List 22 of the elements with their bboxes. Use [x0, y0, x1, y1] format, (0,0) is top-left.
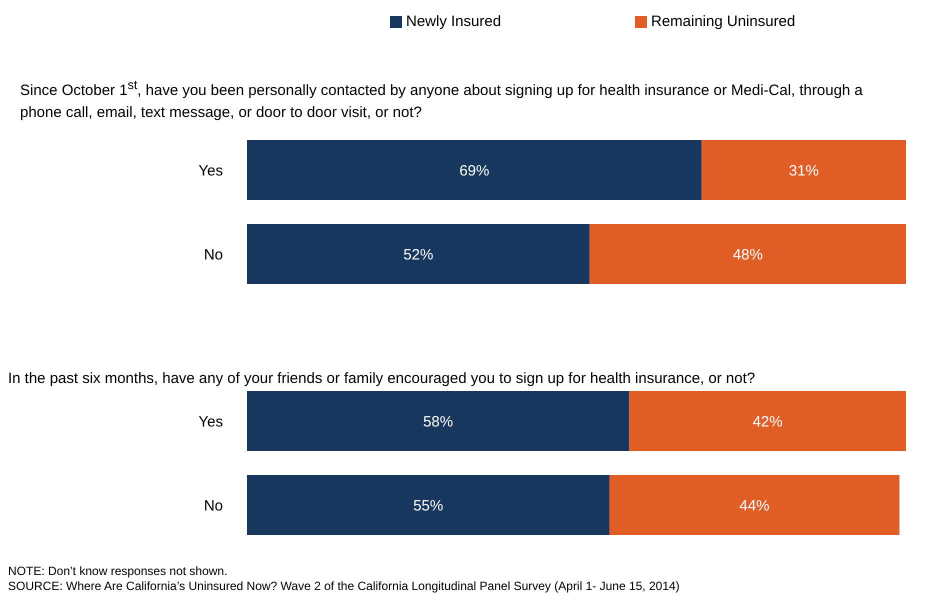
- y-tick-label: Yes: [198, 162, 223, 180]
- chart-title: In the past six months, have any of your friends or family encouraged you to sign up for health insurance, or not?: [8, 369, 756, 389]
- data-label: 48%: [732, 246, 763, 264]
- data-label: 69%: [459, 162, 490, 180]
- bar: [247, 475, 610, 535]
- legend-label: Newly Insured: [406, 13, 502, 30]
- data-label: 55%: [413, 497, 444, 514]
- legend-label: Remaining Uninsured: [651, 13, 796, 30]
- chart-title: Since October 1$^{st}$, have you been personally contacted by anyone about signing up for health insurance or Medi-Cal, through a phone call, email, text message, or door to door visit, or not?: [20, 77, 864, 123]
- text: NOTE: Don’t know responses not shown.: [8, 564, 228, 579]
- y-tick-label: No: [204, 246, 223, 264]
- data-label: 52%: [403, 246, 434, 264]
- bar: [629, 391, 906, 451]
- source-note: SOURCE: Where Are California’s Uninsured Now? Wave 2 of the California Longitudinal Panel Survey (April 1- June 15, 2014): [8, 579, 681, 594]
- bar: [247, 391, 630, 451]
- data-label: 58%: [423, 413, 454, 430]
- data-label: 31%: [788, 162, 819, 180]
- data-label: 44%: [739, 497, 770, 514]
- bar: [609, 475, 900, 535]
- y-tick-label: No: [204, 497, 223, 514]
- y-tick-label: Yes: [198, 413, 223, 430]
- data-label: 42%: [752, 413, 783, 430]
